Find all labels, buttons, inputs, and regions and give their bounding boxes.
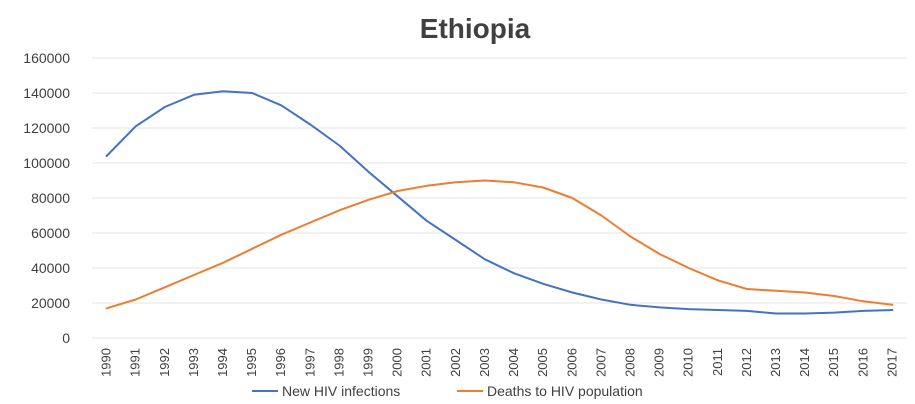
x-tick-label: 2002 (448, 348, 463, 377)
x-tick-label: 2000 (390, 348, 405, 377)
series-lines (105, 90, 894, 315)
y-tick-label: 100000 (23, 155, 70, 171)
x-tick-label: 1996 (273, 348, 288, 377)
x-tick-label: 2007 (593, 348, 608, 377)
x-tick-label: 2001 (419, 348, 434, 377)
x-tick-label: 2011 (710, 348, 725, 376)
x-tick-label: 2016 (855, 348, 870, 377)
x-tick-label: 1995 (244, 348, 259, 377)
series-line-1 (105, 90, 894, 315)
series-line-2 (105, 179, 894, 310)
legend: New HIV infections Deaths to HIV populati… (252, 383, 643, 399)
x-tick-label: 1998 (331, 348, 346, 377)
y-tick-label: 120000 (23, 120, 70, 136)
legend-label-1: New HIV infections (282, 383, 400, 399)
y-tick-label: 80000 (31, 190, 70, 206)
x-tick-label: 2008 (622, 348, 637, 377)
y-tick-label: 60000 (31, 225, 70, 241)
x-tick-label: 2014 (797, 348, 812, 377)
x-tick-label: 2013 (768, 348, 783, 377)
x-tick-label: 2003 (477, 348, 492, 377)
x-tick-label: 1990 (99, 348, 114, 377)
x-tick-label: 1992 (157, 348, 172, 377)
x-axis-ticks: 1990 1991 1992 1993 1994 1995 1996 1997 1998 1999… (99, 348, 900, 377)
x-tick-label: 2004 (506, 348, 521, 377)
x-tick-label: 2009 (652, 348, 667, 377)
x-tick-label: 1999 (361, 348, 376, 377)
x-tick-label: 2005 (535, 348, 550, 377)
legend-label-2: Deaths to HIV population (487, 383, 643, 399)
x-tick-label: 1993 (186, 348, 201, 377)
x-tick-label: 2010 (681, 348, 696, 377)
x-tick-label: 1997 (302, 348, 317, 377)
y-axis-ticks: 0 20000 40000 60000 80000 100000 120000 140000 1… (23, 50, 70, 346)
y-tick-label: 140000 (23, 85, 70, 101)
x-tick-label: 2015 (826, 348, 841, 377)
y-tick-label: 40000 (31, 260, 70, 276)
y-tick-label: 0 (62, 330, 70, 346)
chart-title: Ethiopia (420, 13, 531, 44)
x-tick-label: 1991 (128, 348, 143, 377)
x-tick-label: 2006 (564, 348, 579, 377)
x-tick-label: 2012 (739, 348, 754, 377)
x-tick-label: 1994 (215, 348, 230, 377)
x-tick-label: 2017 (884, 348, 899, 377)
y-tick-label: 160000 (23, 50, 70, 66)
y-tick-label: 20000 (31, 295, 70, 311)
gridlines (92, 57, 907, 339)
